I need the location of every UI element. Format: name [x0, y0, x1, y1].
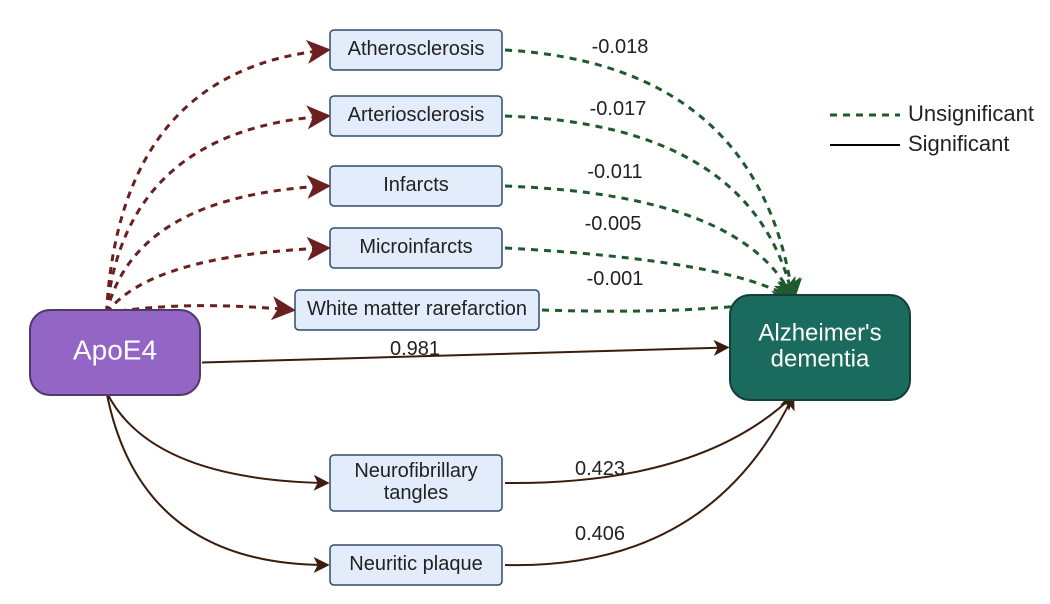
node-alzheimers-label: Alzheimer'sdementia — [758, 320, 881, 373]
edge-src-athero — [107, 50, 328, 313]
edge-src-micro — [107, 248, 328, 313]
edge-src-infarcts — [107, 186, 328, 313]
node-apoe4-label: ApoE4 — [73, 335, 157, 366]
edge-label-athero: -0.018 — [592, 36, 649, 58]
edge-label-wmr: -0.001 — [587, 268, 644, 290]
edge-label-arterio: -0.017 — [590, 98, 647, 120]
node-micro-label: Microinfarcts — [359, 236, 472, 258]
edge-label-np: 0.406 — [575, 523, 625, 545]
edge-src-nft — [107, 392, 328, 483]
legend-label-1: Significant — [908, 131, 1010, 156]
edge-label-infarcts: -0.011 — [587, 161, 642, 183]
edge-micro-tgt — [505, 248, 793, 299]
edge-label-direct: 0.981 — [390, 338, 440, 360]
edge-label-micro: -0.005 — [585, 213, 642, 235]
node-infarcts-label: Infarcts — [383, 174, 449, 196]
node-np-label: Neuritic plaque — [349, 553, 482, 575]
edge-nft-tgt — [505, 396, 793, 483]
diagram-canvas: ApoE4 Alzheimer'sdementia Atherosclerosis A… — [0, 0, 1050, 604]
edge-np-tgt — [505, 396, 793, 565]
edge-label-nft: 0.423 — [575, 458, 625, 480]
edge-src-np — [107, 392, 328, 565]
legend: Unsignificant Significant — [830, 101, 1034, 156]
node-athero-label: Atherosclerosis — [348, 38, 485, 60]
edge-src-arterio — [107, 116, 328, 313]
node-arterio-label: Arteriosclerosis — [348, 104, 485, 126]
edge-arterio-tgt — [505, 116, 793, 299]
node-wmr-label: White matter rarefarction — [307, 298, 527, 320]
edge-direct — [202, 348, 727, 363]
legend-label-0: Unsignificant — [908, 101, 1034, 126]
